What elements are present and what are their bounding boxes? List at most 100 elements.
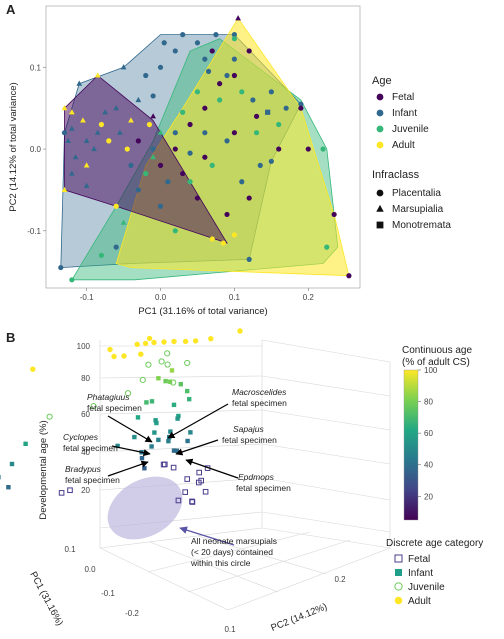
point-fetal (253, 113, 260, 119)
point-infant (202, 130, 208, 136)
point-infant (205, 68, 212, 74)
b-point-fetal (162, 461, 168, 468)
point-infant (194, 40, 201, 46)
annot-epdmops-line1: Epdmops (238, 472, 275, 482)
point-fetal (231, 72, 237, 79)
b-point-fetal (170, 464, 177, 471)
annot-epdmops-line2: fetal specimen (236, 483, 291, 493)
b-point-adult (30, 366, 36, 372)
point-fetal (331, 211, 337, 218)
b-point-infant (142, 466, 147, 471)
point-adult (146, 121, 153, 128)
b-point-infant (132, 434, 137, 440)
legend-b-swatch-juvenile (394, 582, 403, 591)
point-fetal (305, 146, 311, 152)
panel-b-colorbar: Continuous age (% of adult CS) 100 80 60 40… (402, 345, 472, 521)
point-infant (161, 40, 167, 46)
panel-b-label: B (6, 330, 15, 345)
b-point-fetal (184, 476, 190, 482)
colorbar-title-line1: Continuous age (402, 345, 472, 356)
point-fetal (202, 154, 208, 160)
point-infant (143, 72, 149, 79)
b-point-infant (169, 368, 175, 373)
annot-sapajus-arrow (175, 439, 219, 456)
annot-phatagiuus-line1: Phatagiuus (87, 392, 130, 402)
b-point-infant (156, 376, 161, 381)
point-juvenile (209, 162, 215, 168)
point-juvenile (172, 228, 178, 234)
point-infant (172, 48, 178, 54)
b-point-infant (135, 415, 141, 420)
b-point-adult (237, 328, 243, 334)
b-point-juvenile (90, 403, 97, 410)
point-adult (209, 236, 215, 242)
legend-b-swatch-infant (395, 569, 402, 576)
pc2-tick-label: 0.2 (334, 575, 346, 584)
b-point-fetal (202, 488, 209, 495)
point-fetal (150, 113, 156, 119)
panel-a-y-ticks: 0.1 0.0 -0.1 (27, 63, 46, 236)
b-point-infant (115, 443, 120, 449)
point-juvenile (324, 244, 330, 250)
point-infant (298, 101, 304, 107)
point-infant (246, 256, 252, 262)
b-point-infant (144, 400, 149, 405)
x-tick-label: 0.2 (303, 293, 315, 302)
b-point-infant (176, 413, 181, 419)
point-juvenile (157, 129, 164, 135)
legend-swatch-infant (376, 109, 384, 117)
point-juvenile (180, 109, 186, 115)
annot-bradypus-line1: Bradypus (65, 464, 102, 474)
panel-a-x-label: PC1 (31.16% of total variance) (138, 306, 267, 317)
b-point-juvenile (124, 390, 132, 397)
b-point-infant (23, 441, 28, 446)
point-infant (135, 96, 142, 103)
b-point-infant (167, 379, 173, 384)
colorbar-tick-label: 40 (424, 461, 433, 470)
legend-discrete-title: Discrete age category (386, 538, 483, 549)
point-infant (102, 109, 108, 115)
legend-infraclass-title: Infraclass (372, 169, 420, 181)
point-adult (128, 117, 134, 123)
annot-macroscelides-line1: Macroscelides (232, 387, 287, 397)
point-infant (91, 145, 97, 152)
point-fetal (346, 273, 352, 279)
panel-b-z-ticks: 100 80 60 40 20 (77, 342, 91, 495)
point-infant (157, 203, 164, 209)
annot-bradypus-line2: fetal specimen (65, 475, 120, 485)
panel-a-y-label: PC2 (14.12% of total variance) (8, 82, 19, 211)
b-point-adult (182, 338, 189, 345)
b-point-fetal (67, 487, 73, 494)
pc1-tick-label: -0.1 (101, 589, 115, 598)
pc2-tick-label: 0.1 (224, 625, 236, 634)
annot-phatagiuus-line2: fetal specimen (87, 403, 142, 413)
point-infant (265, 109, 271, 115)
point-infant (257, 162, 263, 168)
annot-macroscelides-arrow (167, 403, 229, 439)
b-point-juvenile (184, 359, 191, 367)
b-point-infant (171, 448, 177, 453)
b-point-infant (0, 474, 1, 480)
b-point-adult (161, 339, 167, 345)
point-infant (150, 93, 156, 99)
annot-sapajus-line1: Sapajus (233, 424, 264, 434)
point-infant (150, 146, 156, 152)
legend-label-juvenile: Juvenile (392, 124, 429, 135)
panel-b-pc1-ticks: 0.1 0.0 -0.1 -0.2 (64, 545, 139, 618)
legend-b-swatch-adult (394, 596, 403, 605)
point-infant (172, 130, 178, 136)
point-infant (231, 56, 237, 62)
point-juvenile (231, 36, 237, 42)
legend-b-label-adult: Adult (408, 596, 431, 607)
b-point-infant (185, 438, 190, 444)
x-tick-label: 0.1 (229, 293, 241, 302)
legend-age-title: Age (372, 75, 392, 87)
panel-b-points (0, 328, 243, 505)
legend-shape-monotremata (376, 221, 384, 229)
b-point-juvenile (164, 350, 171, 357)
panel-b-annotations: Phatagiuus fetal specimen Macroscelides … (63, 387, 291, 568)
point-infant (202, 56, 208, 62)
b-point-infant (171, 402, 177, 408)
